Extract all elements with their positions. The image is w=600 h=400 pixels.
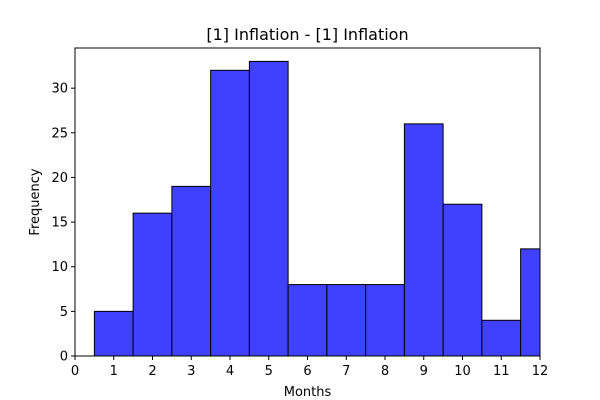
x-axis-label: Months [284, 385, 332, 400]
bars-group [93, 60, 541, 357]
y-tick-label: 15 [51, 216, 68, 231]
x-tick-label: 1 [110, 364, 118, 379]
y-axis-label: Frequency [28, 168, 43, 235]
bar-month-3 [171, 185, 212, 357]
bar-month-8 [365, 284, 405, 357]
y-tick-label: 5 [60, 305, 68, 320]
x-axis: 0 1 2 3 4 5 6 7 8 9 10 11 12 [71, 356, 548, 379]
y-tick-label: 10 [51, 260, 68, 275]
bar-month-10 [442, 203, 483, 357]
bar-month-2 [132, 212, 173, 357]
bar-month-12 [520, 248, 541, 357]
x-tick-label: 11 [493, 364, 510, 379]
bar-month-6 [287, 284, 328, 357]
x-tick-label: 2 [148, 364, 156, 379]
x-tick-label: 8 [381, 364, 389, 379]
bar-month-5 [248, 60, 289, 357]
x-tick-label: 7 [342, 364, 350, 379]
y-axis: 0 5 10 15 20 25 30 [51, 82, 75, 365]
x-tick-label: 10 [454, 364, 471, 379]
x-tick-label: 3 [187, 364, 195, 379]
chart-title: [1] Inflation - [1] Inflation [206, 25, 408, 44]
x-tick-label: 0 [71, 364, 79, 379]
y-tick-label: 30 [51, 82, 68, 97]
bar-month-9 [403, 123, 444, 357]
y-tick-label: 20 [51, 171, 68, 186]
bar-month-11 [481, 319, 522, 357]
bar-month-4 [210, 69, 250, 357]
x-tick-label: 9 [420, 364, 428, 379]
x-tick-label: 5 [265, 364, 273, 379]
x-tick-label: 12 [532, 364, 549, 379]
bar-month-1 [93, 310, 134, 357]
bar-month-7 [326, 284, 367, 357]
x-tick-label: 6 [303, 364, 311, 379]
y-tick-label: 25 [51, 126, 68, 141]
x-tick-label: 4 [226, 364, 234, 379]
y-tick-label: 0 [60, 350, 68, 365]
